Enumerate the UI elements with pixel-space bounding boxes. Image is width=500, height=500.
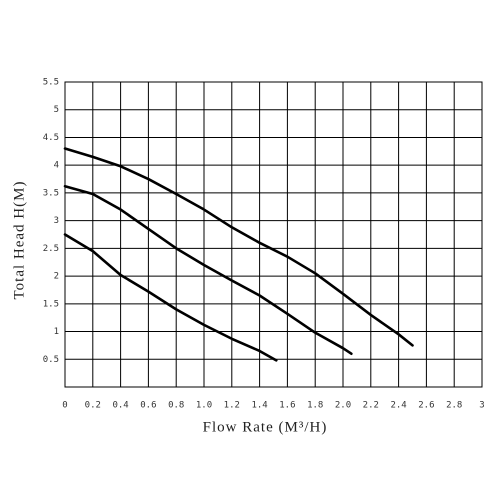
y-tick-label: 2.5 xyxy=(43,244,59,254)
y-tick-label: 5.5 xyxy=(43,78,59,88)
x-tick-label: 3 xyxy=(479,401,484,411)
x-tick-label: 2.0 xyxy=(335,401,351,411)
x-tick-label: 0.4 xyxy=(112,401,128,411)
y-axis-title: Total Head H(M) xyxy=(11,181,27,300)
x-tick-label: 2.6 xyxy=(418,401,434,411)
y-tick-label: 4.5 xyxy=(43,133,59,143)
curve xyxy=(63,147,414,347)
curve xyxy=(63,184,353,356)
y-tick-label: 4 xyxy=(54,161,59,171)
y-tick-label: 3 xyxy=(54,216,59,226)
x-tick-label: 1.2 xyxy=(224,401,240,411)
x-tick-label: 2.8 xyxy=(446,401,462,411)
x-tick-label: 1.4 xyxy=(251,401,267,411)
y-tick-label: 5 xyxy=(54,105,59,115)
x-tick-label: 1.0 xyxy=(196,401,212,411)
y-tick-label: 0.5 xyxy=(43,355,59,365)
y-tick-label: 1.5 xyxy=(43,299,59,309)
x-tick-label: 0.6 xyxy=(140,401,156,411)
y-tick-label: 3.5 xyxy=(43,188,59,198)
x-tick-label: 0.2 xyxy=(85,401,101,411)
x-tick-label: 2.2 xyxy=(363,401,379,411)
x-tick-label: 1.8 xyxy=(307,401,323,411)
x-tick-label: 1.6 xyxy=(279,401,295,411)
x-tick-label: 2.4 xyxy=(390,401,406,411)
y-tick-label: 1 xyxy=(54,327,59,337)
y-tick-label: 2 xyxy=(54,272,59,282)
plot-frame xyxy=(64,81,483,388)
x-tick-label: 0.8 xyxy=(168,401,184,411)
curve xyxy=(63,233,278,362)
x-axis-title: Flow Rate (M³/H) xyxy=(203,419,328,435)
x-tick-label: 0 xyxy=(62,401,67,411)
